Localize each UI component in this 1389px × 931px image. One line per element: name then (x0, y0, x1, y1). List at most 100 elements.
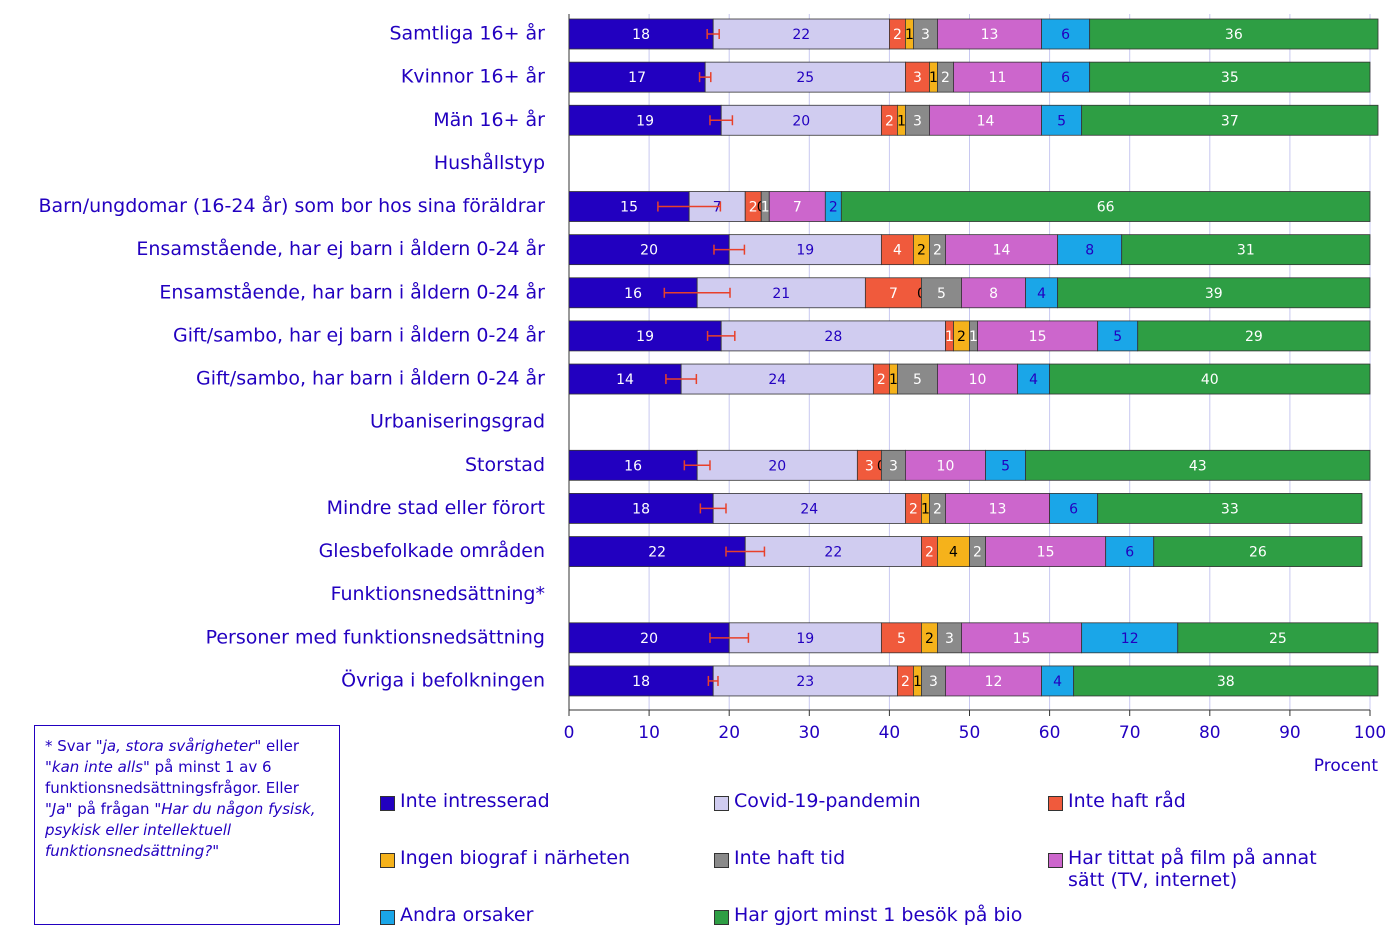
x-tick-label: 20 (718, 723, 740, 743)
value-label: 6 (1061, 70, 1070, 86)
bar-segment (680, 363, 874, 395)
value-label: 29 (1245, 329, 1263, 345)
value-label: 5 (1001, 458, 1010, 474)
value-label: 2 (925, 545, 934, 561)
category-label: Kvinnor 16+ år (401, 65, 545, 88)
value-label: 1 (761, 200, 770, 216)
bar-segment (1097, 493, 1363, 524)
value-label: 20 (768, 458, 786, 474)
bar-segment (897, 363, 938, 395)
bar-segment (704, 61, 906, 93)
error-bar (709, 115, 734, 126)
value-label: 3 (889, 458, 898, 474)
value-label: 13 (981, 27, 999, 43)
footnote-text: Ja (51, 800, 66, 818)
value-label: 19 (636, 113, 654, 129)
value-label: 19 (796, 243, 814, 259)
error-bar (699, 503, 727, 514)
value-label: 40 (1201, 372, 1219, 388)
bar-segment (1017, 363, 1050, 395)
bar-segment (712, 493, 906, 524)
legend-label: Covid-19-pandemin (734, 790, 921, 812)
bar-segment (568, 493, 714, 524)
bar-segment (696, 277, 866, 309)
category-label: Funktionsnedsättning* (331, 583, 545, 605)
value-label: 6 (1061, 27, 1070, 43)
bar-segment (568, 234, 730, 266)
value-label: 20 (792, 113, 810, 129)
legend-swatch (380, 910, 395, 925)
value-label: 2 (973, 545, 982, 561)
x-tick-label: 70 (1119, 723, 1141, 743)
value-label: 39 (1205, 286, 1223, 302)
legend-item: Ingen biograf i närheten (380, 847, 700, 869)
legend-swatch (714, 853, 729, 868)
x-tick-label: 100 (1354, 723, 1386, 743)
legend-label: Har tittat på film på annat sätt (TV, in… (1068, 847, 1317, 891)
value-label: 3 (929, 674, 938, 690)
error-bar (725, 546, 766, 557)
value-label: 5 (1057, 113, 1066, 129)
value-label: 20 (640, 631, 658, 647)
value-label: 7 (793, 200, 802, 216)
bar-segment (1041, 61, 1091, 93)
legend-label: Ingen biograf i närheten (400, 847, 631, 869)
value-label: 14 (993, 243, 1011, 259)
legend-swatch (1048, 853, 1063, 868)
legend-item: Covid-19-pandemin (714, 790, 1034, 812)
value-label: 2 (909, 501, 918, 517)
value-label: 10 (937, 458, 955, 474)
bar-segment (1137, 320, 1371, 352)
bar-segment (1041, 665, 1075, 697)
value-label: 43 (1189, 458, 1207, 474)
value-label: 11 (989, 70, 1007, 86)
bar-segment (1073, 665, 1379, 697)
bar-segment (1081, 622, 1179, 654)
value-label: 38 (1217, 674, 1235, 690)
bar-segment (945, 234, 1059, 266)
value-label: 22 (824, 545, 842, 561)
bar-segment (1121, 234, 1371, 266)
legend-item: Har gjort minst 1 besök på bio (714, 904, 1034, 926)
value-label: 5 (937, 286, 946, 302)
bar-segment (905, 104, 930, 136)
value-label: 4 (1053, 674, 1062, 690)
legend-swatch (380, 853, 395, 868)
footnote-text: " på minst 1 av 6 funktionsnedsättningsf… (45, 758, 299, 818)
bar-segment (961, 277, 1026, 309)
value-label: 7 (713, 200, 722, 216)
x-axis-label: Procent (1314, 756, 1379, 776)
footnote-text: " på frågan (65, 800, 155, 818)
category-label: Övriga i befolkningen (341, 668, 545, 691)
value-label: 3 (921, 27, 930, 43)
value-label: 2 (829, 200, 838, 216)
value-label: 6 (1125, 545, 1134, 561)
bar-segment (945, 665, 1042, 697)
value-label: 31 (1237, 243, 1255, 259)
bar-segment (929, 104, 1042, 136)
value-label: 5 (913, 372, 922, 388)
value-label: 2 (933, 501, 942, 517)
footnote-text: kan inte alls (51, 758, 143, 776)
value-label: 1 (969, 329, 978, 345)
bar-segment (977, 320, 1099, 352)
category-label: Hushållstyp (434, 151, 545, 174)
bar-segment (1025, 277, 1059, 309)
bar-segment (1089, 61, 1371, 93)
value-label: 22 (792, 27, 810, 43)
x-tick-label: 10 (638, 723, 660, 743)
category-label: Samtliga 16+ år (389, 22, 545, 45)
value-label: 28 (824, 329, 842, 345)
bar-segment (568, 536, 746, 567)
bar-segment (712, 18, 890, 50)
legend-label: Inte haft tid (734, 847, 846, 869)
legend-label: Andra orsaker (400, 904, 534, 926)
value-label: 1 (921, 501, 930, 517)
error-bar (657, 201, 722, 212)
category-label: Glesbefolkade områden (319, 539, 545, 562)
value-label: 10 (969, 372, 987, 388)
value-label: 2 (933, 243, 942, 259)
error-bar (663, 287, 731, 298)
value-label: 4 (893, 243, 902, 259)
